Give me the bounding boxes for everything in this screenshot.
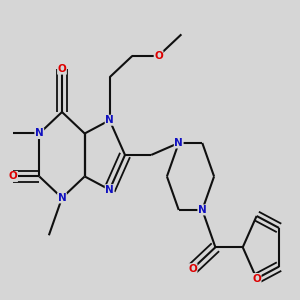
- Text: N: N: [105, 115, 114, 125]
- Text: N: N: [105, 185, 114, 195]
- Text: N: N: [35, 128, 44, 139]
- Text: N: N: [174, 138, 183, 148]
- Text: O: O: [154, 51, 163, 61]
- Text: O: O: [188, 264, 197, 274]
- Text: O: O: [9, 171, 17, 182]
- Text: O: O: [252, 274, 261, 284]
- Text: O: O: [58, 64, 66, 74]
- Text: N: N: [58, 193, 66, 203]
- Text: N: N: [198, 205, 207, 215]
